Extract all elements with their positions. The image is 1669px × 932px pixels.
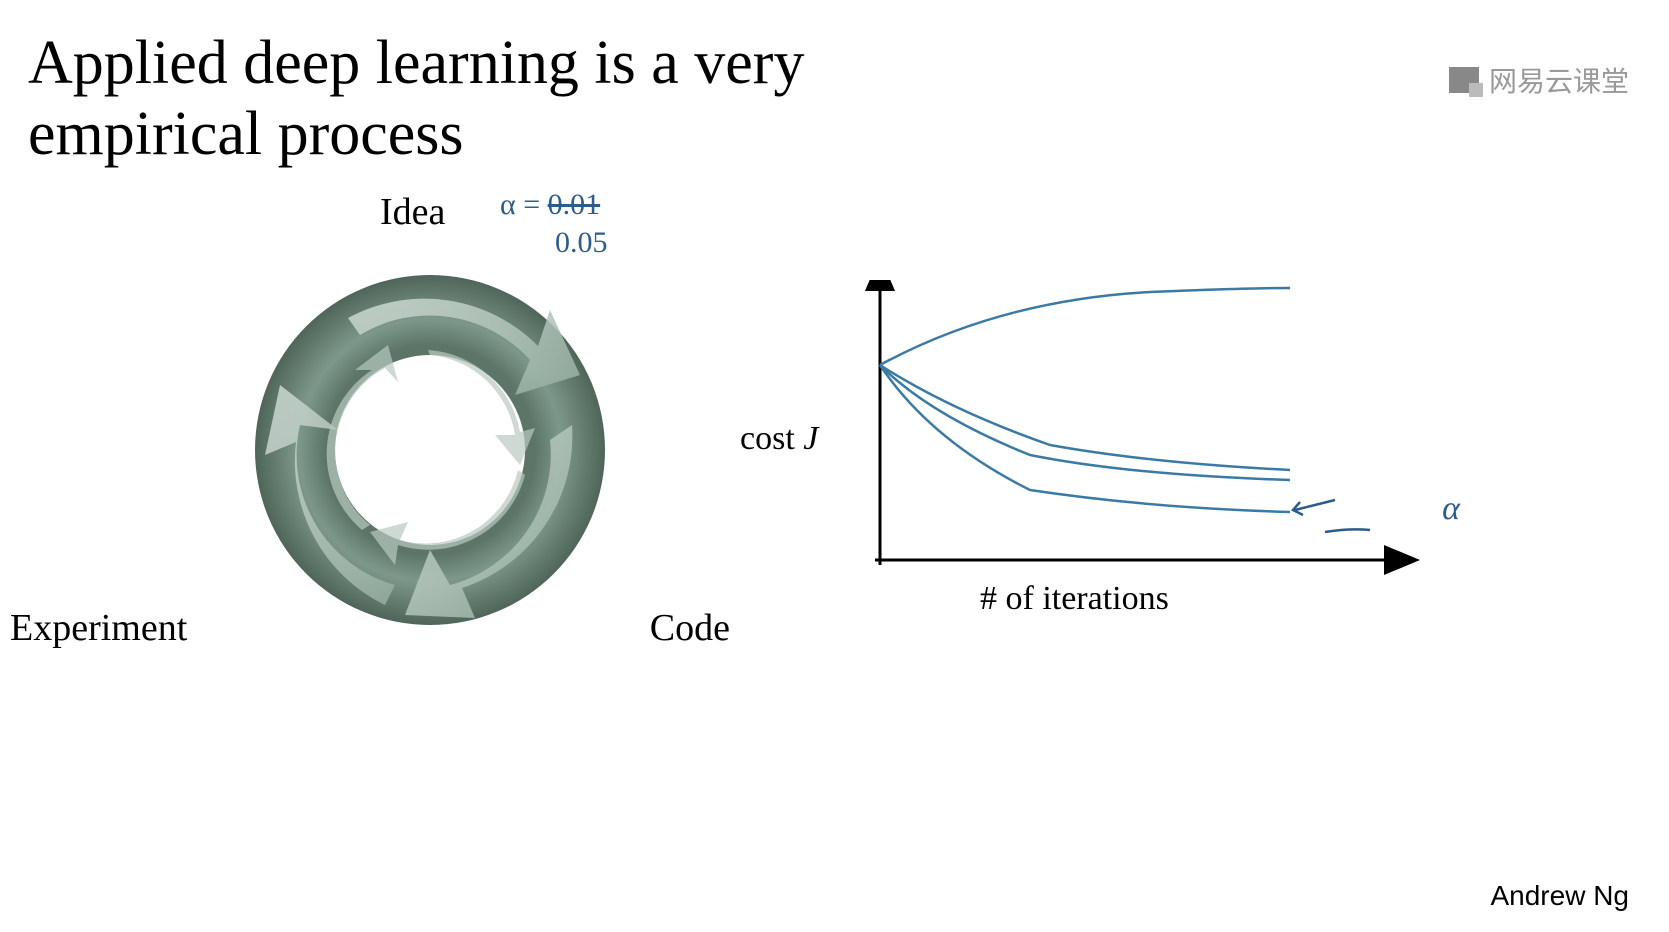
- cycle-label-idea: Idea: [380, 190, 445, 234]
- alpha-tilde: [1325, 529, 1370, 532]
- cycle-label-code: Code: [650, 606, 730, 650]
- handwritten-alpha-line1: α = 0.01: [500, 188, 600, 222]
- alpha-annotation: α: [1442, 490, 1460, 528]
- curve-medium: [880, 365, 1290, 480]
- slide-title: Applied deep learning is a veryempirical…: [28, 28, 804, 171]
- cost-chart-svg: [750, 280, 1430, 630]
- curve-fast: [880, 365, 1290, 512]
- watermark-text: 网易云课堂: [1489, 60, 1629, 100]
- cycle-diagram: Idea Code Experiment: [220, 240, 640, 660]
- ylabel-text: cost J: [740, 420, 818, 457]
- watermark: 网易云课堂: [1449, 60, 1629, 100]
- watermark-icon: [1449, 67, 1479, 93]
- alpha-strike-text: 0.01: [548, 188, 601, 221]
- cycle-ring-icon: [220, 240, 640, 660]
- chart-xlabel: # of iterations: [980, 580, 1169, 618]
- curve-slow: [880, 365, 1290, 470]
- curve-diverging: [880, 288, 1290, 365]
- handwritten-alpha-line2: 0.05: [555, 226, 608, 260]
- chart-ylabel: cost J: [740, 420, 818, 458]
- attribution: Andrew Ng: [1490, 880, 1629, 912]
- cost-chart: cost J # of iterations α: [750, 280, 1400, 630]
- alpha-arrow-line: [1295, 500, 1335, 510]
- alpha-eq-text: α =: [500, 188, 548, 221]
- cycle-label-experiment: Experiment: [10, 606, 187, 650]
